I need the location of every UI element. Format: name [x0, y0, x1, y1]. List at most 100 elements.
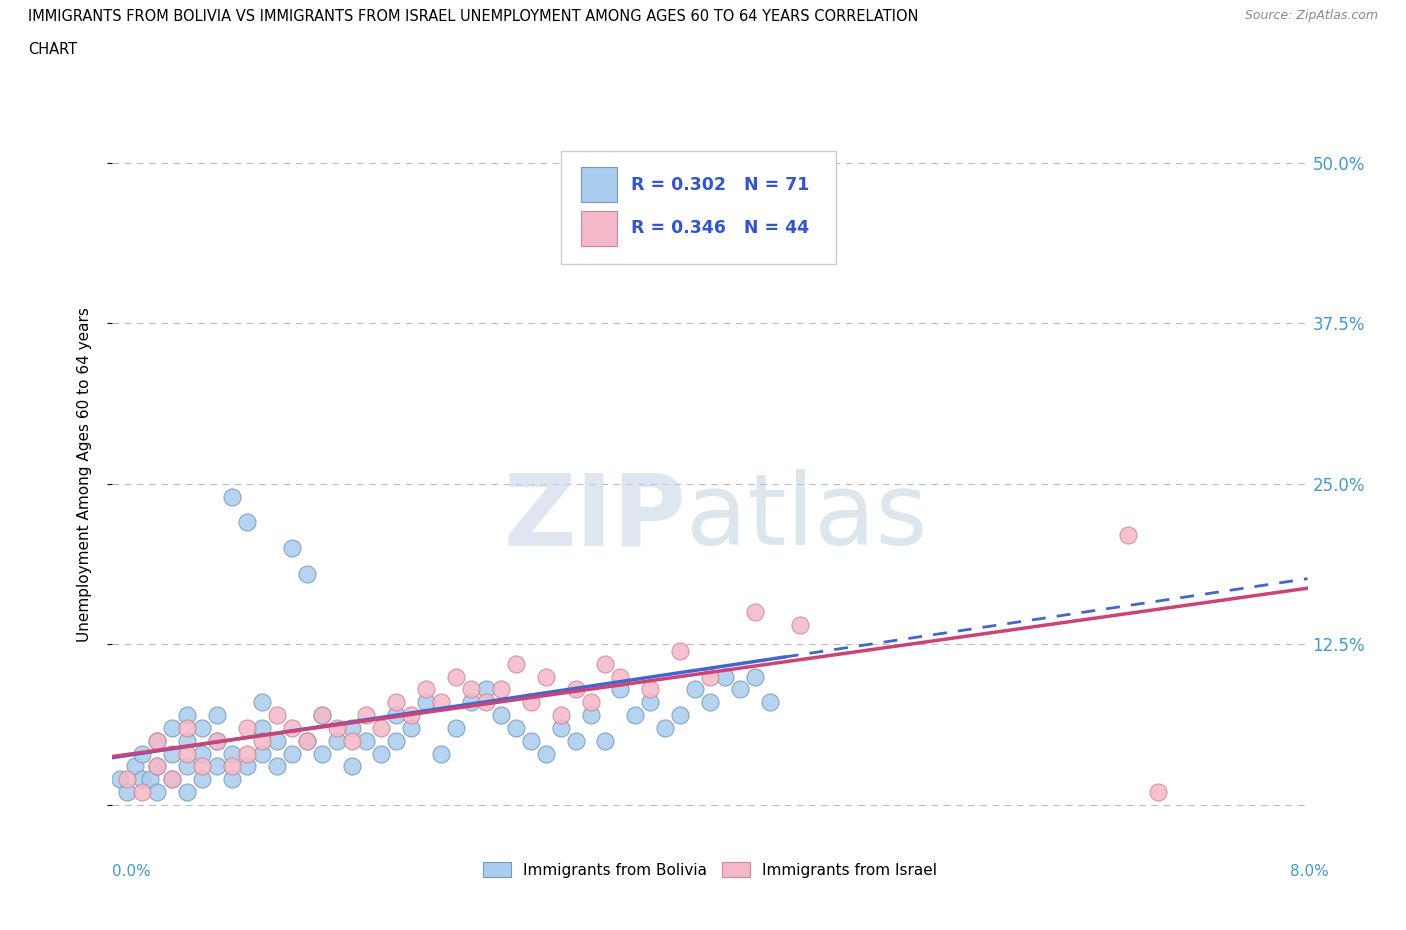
- Point: [564, 682, 586, 697]
- Point: [162, 772, 183, 787]
- Point: [489, 708, 512, 723]
- Point: [131, 785, 153, 800]
- Point: [176, 733, 198, 748]
- Text: CHART: CHART: [28, 42, 77, 57]
- Point: [505, 657, 527, 671]
- Point: [131, 772, 153, 787]
- Text: R = 0.302   N = 71: R = 0.302 N = 71: [631, 176, 810, 193]
- Point: [131, 746, 153, 761]
- Point: [311, 708, 333, 723]
- Point: [191, 759, 214, 774]
- Point: [789, 618, 811, 632]
- Point: [744, 604, 766, 619]
- Point: [266, 759, 288, 774]
- Point: [295, 566, 318, 581]
- Point: [325, 733, 347, 748]
- Point: [146, 785, 169, 800]
- Point: [236, 759, 259, 774]
- Point: [669, 644, 692, 658]
- Point: [146, 733, 169, 748]
- Point: [640, 695, 662, 710]
- Point: [1147, 785, 1170, 800]
- Point: [669, 708, 692, 723]
- Point: [176, 746, 198, 761]
- Point: [609, 682, 631, 697]
- Text: IMMIGRANTS FROM BOLIVIA VS IMMIGRANTS FROM ISRAEL UNEMPLOYMENT AMONG AGES 60 TO : IMMIGRANTS FROM BOLIVIA VS IMMIGRANTS FR…: [28, 9, 918, 24]
- Point: [250, 721, 273, 736]
- Point: [281, 540, 304, 555]
- Point: [340, 759, 363, 774]
- Point: [295, 733, 318, 748]
- FancyBboxPatch shape: [581, 211, 617, 246]
- Point: [205, 759, 228, 774]
- Point: [236, 515, 259, 530]
- Point: [773, 206, 796, 221]
- Point: [728, 682, 751, 697]
- Point: [162, 746, 183, 761]
- Point: [444, 721, 467, 736]
- Point: [415, 682, 437, 697]
- Point: [176, 708, 198, 723]
- Point: [534, 746, 557, 761]
- FancyBboxPatch shape: [581, 167, 617, 203]
- Point: [595, 657, 617, 671]
- Point: [221, 489, 243, 504]
- Point: [475, 682, 498, 697]
- Point: [430, 695, 453, 710]
- Point: [176, 759, 198, 774]
- Point: [295, 733, 318, 748]
- Point: [444, 669, 467, 684]
- Point: [311, 708, 333, 723]
- Point: [699, 695, 721, 710]
- Point: [281, 721, 304, 736]
- Point: [325, 721, 347, 736]
- Point: [162, 721, 183, 736]
- Point: [489, 682, 512, 697]
- Point: [250, 695, 273, 710]
- Point: [401, 708, 423, 723]
- Point: [714, 669, 737, 684]
- Point: [370, 746, 392, 761]
- Text: ZIP: ZIP: [503, 470, 686, 566]
- Point: [221, 759, 243, 774]
- Point: [146, 759, 169, 774]
- Point: [744, 669, 766, 684]
- Point: [1118, 528, 1140, 543]
- Point: [221, 746, 243, 761]
- Point: [340, 733, 363, 748]
- Point: [146, 733, 169, 748]
- Text: Source: ZipAtlas.com: Source: ZipAtlas.com: [1244, 9, 1378, 22]
- Point: [162, 772, 183, 787]
- Point: [117, 772, 139, 787]
- Point: [640, 682, 662, 697]
- Point: [205, 708, 228, 723]
- Point: [236, 746, 259, 761]
- Point: [311, 746, 333, 761]
- Point: [460, 682, 482, 697]
- Text: R = 0.346   N = 44: R = 0.346 N = 44: [631, 219, 810, 237]
- Point: [505, 721, 527, 736]
- Point: [117, 785, 139, 800]
- Point: [401, 721, 423, 736]
- Point: [550, 721, 572, 736]
- Point: [124, 759, 146, 774]
- Point: [520, 733, 543, 748]
- Point: [579, 708, 602, 723]
- Point: [205, 733, 228, 748]
- Point: [108, 772, 131, 787]
- Point: [356, 733, 378, 748]
- Point: [534, 669, 557, 684]
- Point: [475, 695, 498, 710]
- Point: [205, 733, 228, 748]
- Point: [699, 669, 721, 684]
- Text: 8.0%: 8.0%: [1289, 864, 1329, 879]
- Point: [683, 682, 706, 697]
- Point: [654, 721, 676, 736]
- Point: [250, 733, 273, 748]
- Point: [609, 669, 631, 684]
- Point: [550, 708, 572, 723]
- FancyBboxPatch shape: [561, 152, 835, 264]
- Point: [281, 746, 304, 761]
- Point: [221, 772, 243, 787]
- Point: [624, 708, 647, 723]
